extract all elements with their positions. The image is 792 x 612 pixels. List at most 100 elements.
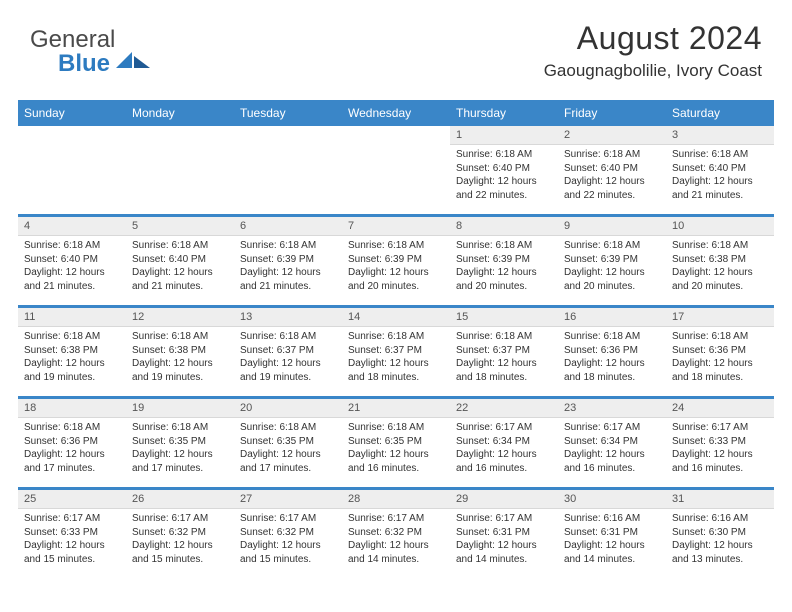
day-number-band: 12 xyxy=(126,308,234,327)
day-cell xyxy=(126,126,234,214)
day-number-band xyxy=(126,126,234,144)
brand-triangle-icon xyxy=(116,50,152,75)
day-number-band: 9 xyxy=(558,217,666,236)
day-cell: 1Sunrise: 6:18 AMSunset: 6:40 PMDaylight… xyxy=(450,126,558,214)
day-content: Sunrise: 6:18 AMSunset: 6:35 PMDaylight:… xyxy=(126,418,234,479)
day-cell: 16Sunrise: 6:18 AMSunset: 6:36 PMDayligh… xyxy=(558,308,666,396)
location-subtitle: Gaougnagbolilie, Ivory Coast xyxy=(544,61,762,81)
day-content: Sunrise: 6:18 AMSunset: 6:38 PMDaylight:… xyxy=(18,327,126,388)
day-content: Sunrise: 6:16 AMSunset: 6:31 PMDaylight:… xyxy=(558,509,666,570)
day-header-tuesday: Tuesday xyxy=(234,100,342,126)
day-header-saturday: Saturday xyxy=(666,100,774,126)
day-number-band: 31 xyxy=(666,490,774,509)
day-number-band: 21 xyxy=(342,399,450,418)
day-cell: 26Sunrise: 6:17 AMSunset: 6:32 PMDayligh… xyxy=(126,490,234,578)
day-header-monday: Monday xyxy=(126,100,234,126)
day-cell: 22Sunrise: 6:17 AMSunset: 6:34 PMDayligh… xyxy=(450,399,558,487)
day-header-thursday: Thursday xyxy=(450,100,558,126)
day-number-band: 3 xyxy=(666,126,774,145)
day-number-band: 14 xyxy=(342,308,450,327)
day-content: Sunrise: 6:17 AMSunset: 6:32 PMDaylight:… xyxy=(342,509,450,570)
day-number-band: 25 xyxy=(18,490,126,509)
brand-name-part1: General xyxy=(30,28,115,52)
day-number-band: 24 xyxy=(666,399,774,418)
day-cell: 31Sunrise: 6:16 AMSunset: 6:30 PMDayligh… xyxy=(666,490,774,578)
day-number-band: 16 xyxy=(558,308,666,327)
day-cell: 18Sunrise: 6:18 AMSunset: 6:36 PMDayligh… xyxy=(18,399,126,487)
day-content: Sunrise: 6:18 AMSunset: 6:36 PMDaylight:… xyxy=(18,418,126,479)
day-cell: 19Sunrise: 6:18 AMSunset: 6:35 PMDayligh… xyxy=(126,399,234,487)
day-cell: 27Sunrise: 6:17 AMSunset: 6:32 PMDayligh… xyxy=(234,490,342,578)
day-cell: 3Sunrise: 6:18 AMSunset: 6:40 PMDaylight… xyxy=(666,126,774,214)
day-number-band: 1 xyxy=(450,126,558,145)
day-cell xyxy=(234,126,342,214)
day-content: Sunrise: 6:17 AMSunset: 6:31 PMDaylight:… xyxy=(450,509,558,570)
day-number-band: 22 xyxy=(450,399,558,418)
day-content: Sunrise: 6:18 AMSunset: 6:37 PMDaylight:… xyxy=(342,327,450,388)
day-cell: 6Sunrise: 6:18 AMSunset: 6:39 PMDaylight… xyxy=(234,217,342,305)
day-cell: 10Sunrise: 6:18 AMSunset: 6:38 PMDayligh… xyxy=(666,217,774,305)
day-cell: 29Sunrise: 6:17 AMSunset: 6:31 PMDayligh… xyxy=(450,490,558,578)
day-number-band xyxy=(342,126,450,144)
calendar-grid: SundayMondayTuesdayWednesdayThursdayFrid… xyxy=(18,100,774,578)
day-cell: 2Sunrise: 6:18 AMSunset: 6:40 PMDaylight… xyxy=(558,126,666,214)
day-header-wednesday: Wednesday xyxy=(342,100,450,126)
day-number-band: 4 xyxy=(18,217,126,236)
day-content: Sunrise: 6:17 AMSunset: 6:34 PMDaylight:… xyxy=(450,418,558,479)
day-number-band: 26 xyxy=(126,490,234,509)
day-cell: 20Sunrise: 6:18 AMSunset: 6:35 PMDayligh… xyxy=(234,399,342,487)
day-content: Sunrise: 6:18 AMSunset: 6:40 PMDaylight:… xyxy=(450,145,558,206)
day-cell: 21Sunrise: 6:18 AMSunset: 6:35 PMDayligh… xyxy=(342,399,450,487)
day-cell: 12Sunrise: 6:18 AMSunset: 6:38 PMDayligh… xyxy=(126,308,234,396)
day-content: Sunrise: 6:18 AMSunset: 6:36 PMDaylight:… xyxy=(666,327,774,388)
month-year-title: August 2024 xyxy=(544,20,762,57)
day-header-row: SundayMondayTuesdayWednesdayThursdayFrid… xyxy=(18,100,774,126)
day-number-band: 28 xyxy=(342,490,450,509)
brand-logo: General Blue xyxy=(30,28,115,76)
title-block: August 2024 Gaougnagbolilie, Ivory Coast xyxy=(544,20,762,81)
day-number-band: 7 xyxy=(342,217,450,236)
day-content: Sunrise: 6:18 AMSunset: 6:39 PMDaylight:… xyxy=(558,236,666,297)
brand-name-part2: Blue xyxy=(58,50,110,77)
day-content: Sunrise: 6:17 AMSunset: 6:32 PMDaylight:… xyxy=(234,509,342,570)
day-cell: 4Sunrise: 6:18 AMSunset: 6:40 PMDaylight… xyxy=(18,217,126,305)
day-cell: 8Sunrise: 6:18 AMSunset: 6:39 PMDaylight… xyxy=(450,217,558,305)
day-cell: 7Sunrise: 6:18 AMSunset: 6:39 PMDaylight… xyxy=(342,217,450,305)
day-content: Sunrise: 6:18 AMSunset: 6:37 PMDaylight:… xyxy=(234,327,342,388)
day-content: Sunrise: 6:17 AMSunset: 6:34 PMDaylight:… xyxy=(558,418,666,479)
day-number-band: 11 xyxy=(18,308,126,327)
day-cell: 5Sunrise: 6:18 AMSunset: 6:40 PMDaylight… xyxy=(126,217,234,305)
day-number-band: 27 xyxy=(234,490,342,509)
week-row: 25Sunrise: 6:17 AMSunset: 6:33 PMDayligh… xyxy=(18,490,774,578)
day-cell: 28Sunrise: 6:17 AMSunset: 6:32 PMDayligh… xyxy=(342,490,450,578)
day-content: Sunrise: 6:18 AMSunset: 6:40 PMDaylight:… xyxy=(558,145,666,206)
day-content: Sunrise: 6:18 AMSunset: 6:40 PMDaylight:… xyxy=(666,145,774,206)
day-content: Sunrise: 6:16 AMSunset: 6:30 PMDaylight:… xyxy=(666,509,774,570)
day-content: Sunrise: 6:18 AMSunset: 6:35 PMDaylight:… xyxy=(234,418,342,479)
day-number-band: 15 xyxy=(450,308,558,327)
day-content: Sunrise: 6:18 AMSunset: 6:37 PMDaylight:… xyxy=(450,327,558,388)
day-content: Sunrise: 6:18 AMSunset: 6:39 PMDaylight:… xyxy=(342,236,450,297)
day-cell: 11Sunrise: 6:18 AMSunset: 6:38 PMDayligh… xyxy=(18,308,126,396)
day-cell: 25Sunrise: 6:17 AMSunset: 6:33 PMDayligh… xyxy=(18,490,126,578)
day-cell: 9Sunrise: 6:18 AMSunset: 6:39 PMDaylight… xyxy=(558,217,666,305)
day-header-sunday: Sunday xyxy=(18,100,126,126)
day-content: Sunrise: 6:18 AMSunset: 6:38 PMDaylight:… xyxy=(126,327,234,388)
day-cell: 15Sunrise: 6:18 AMSunset: 6:37 PMDayligh… xyxy=(450,308,558,396)
day-content: Sunrise: 6:18 AMSunset: 6:39 PMDaylight:… xyxy=(234,236,342,297)
day-cell: 23Sunrise: 6:17 AMSunset: 6:34 PMDayligh… xyxy=(558,399,666,487)
day-number-band xyxy=(234,126,342,144)
day-content: Sunrise: 6:18 AMSunset: 6:38 PMDaylight:… xyxy=(666,236,774,297)
day-cell xyxy=(18,126,126,214)
week-row: 1Sunrise: 6:18 AMSunset: 6:40 PMDaylight… xyxy=(18,126,774,214)
page-header: General Blue August 2024 Gaougnagbolilie… xyxy=(0,0,792,100)
day-number-band: 2 xyxy=(558,126,666,145)
day-content: Sunrise: 6:17 AMSunset: 6:33 PMDaylight:… xyxy=(666,418,774,479)
day-content: Sunrise: 6:18 AMSunset: 6:35 PMDaylight:… xyxy=(342,418,450,479)
day-content: Sunrise: 6:18 AMSunset: 6:40 PMDaylight:… xyxy=(18,236,126,297)
day-cell: 24Sunrise: 6:17 AMSunset: 6:33 PMDayligh… xyxy=(666,399,774,487)
week-row: 18Sunrise: 6:18 AMSunset: 6:36 PMDayligh… xyxy=(18,399,774,487)
day-number-band: 23 xyxy=(558,399,666,418)
day-number-band: 5 xyxy=(126,217,234,236)
day-number-band: 30 xyxy=(558,490,666,509)
